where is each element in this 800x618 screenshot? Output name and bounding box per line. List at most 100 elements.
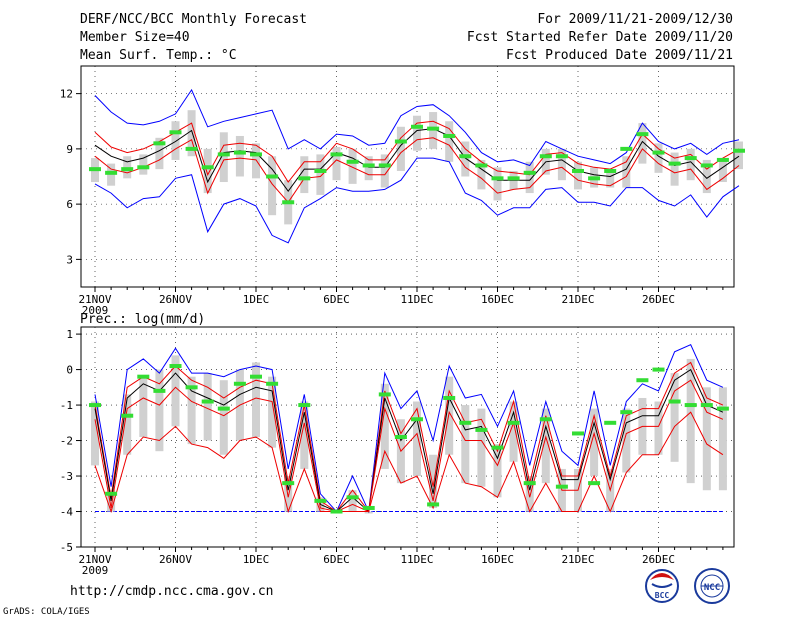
x-tick-label: 6DEC [323,553,350,566]
observed-marker [636,132,649,137]
spread-box [574,161,582,190]
observed-marker [411,417,423,422]
observed-marker [330,509,343,514]
spread-box [123,394,132,455]
observed-marker [394,435,407,439]
observed-marker [233,381,246,386]
spread-box [252,362,260,437]
spread-box [348,490,357,512]
observed-marker [716,157,729,162]
observed-marker [346,159,359,164]
observed-marker [588,481,601,486]
chart-title: DERF/NCC/BCC Monthly Forecast [80,12,307,27]
spread-box [557,148,566,181]
observed-marker [475,427,488,432]
spread-box [155,369,164,452]
observed-marker [314,168,327,173]
spread-box [461,141,470,177]
spread-box [139,376,148,437]
x-tick-label: 1DEC [243,293,270,306]
observed-marker [217,406,230,411]
observed-marker [394,139,407,144]
spread-box [493,167,502,201]
y-tick-label: 0 [66,364,73,377]
spread-box [686,358,695,484]
observed-marker [378,392,391,397]
spread-box [268,376,277,448]
spread-box [268,156,277,216]
spread-box [477,408,486,487]
observed-marker [555,154,568,159]
series-line-min [94,157,740,244]
observed-marker [443,133,456,138]
spread-box [219,380,228,455]
y-tick-label: 9 [66,143,73,156]
observed-marker [266,381,279,386]
footer-url[interactable]: http://cmdp.ncc.cma.gov.cn [70,584,274,599]
spread-box [735,141,743,170]
series-line-p_lo [94,379,724,513]
spread-box [509,401,518,462]
spread-box [413,115,421,151]
observed-marker [153,141,166,146]
ncc-logo: NCC [694,568,730,604]
observed-marker [539,154,552,159]
y-tick-label: 6 [66,198,73,211]
series-line-min [94,411,724,514]
spread-box [461,405,470,484]
observed-marker [652,367,665,372]
x-tick-label: 11DEC [400,293,433,306]
observed-marker [684,403,697,408]
spread-box [171,121,180,160]
spread-box [364,156,373,181]
observed-marker [733,148,745,153]
observed-marker [716,406,729,411]
spread-box [445,376,454,455]
observed-marker [459,154,472,159]
observed-marker [250,152,262,157]
observed-marker [668,161,681,166]
spread-box [380,154,389,188]
series-line-p_lo [94,137,740,204]
observed-marker [620,410,633,415]
observed-marker [378,163,391,168]
observed-marker [298,176,311,181]
series-line-max [94,344,724,514]
spread-box [171,355,180,427]
grads-credit: GrADS: COLA/IGES [3,607,90,617]
y-tick-label: 1 [66,328,73,341]
x-tick-label: 11DEC [400,553,433,566]
observed-marker [668,399,681,404]
observed-marker [588,176,601,181]
spread-box [718,387,727,491]
spread-box [541,408,550,484]
observed-marker [507,176,520,181]
spread-box [252,143,260,179]
observed-marker [652,150,665,155]
observed-marker [523,170,536,175]
spread-box [477,159,486,190]
observed-marker [185,385,198,390]
y-tick-label: 3 [66,253,73,266]
x-tick-label: 16DEC [481,553,514,566]
spread-box [316,154,325,195]
spread-box [429,454,438,508]
series-line-mean [94,128,740,193]
series-line-max [94,88,740,167]
x-tick-label: 21DEC [561,293,594,306]
observed-marker [427,126,440,131]
spread-box [203,148,212,194]
spread-box [654,401,663,455]
variable-label: Mean Surf. Temp.: °C [80,48,237,63]
observed-marker [555,484,568,489]
observed-marker [185,146,198,151]
spread-box [187,376,196,445]
spread-box [702,387,711,491]
spread-box [702,159,711,194]
y-tick-label: 12 [60,88,73,101]
spread-box [300,401,309,469]
spread-box [606,169,615,188]
spread-box [590,408,599,477]
spread-box [91,401,99,466]
